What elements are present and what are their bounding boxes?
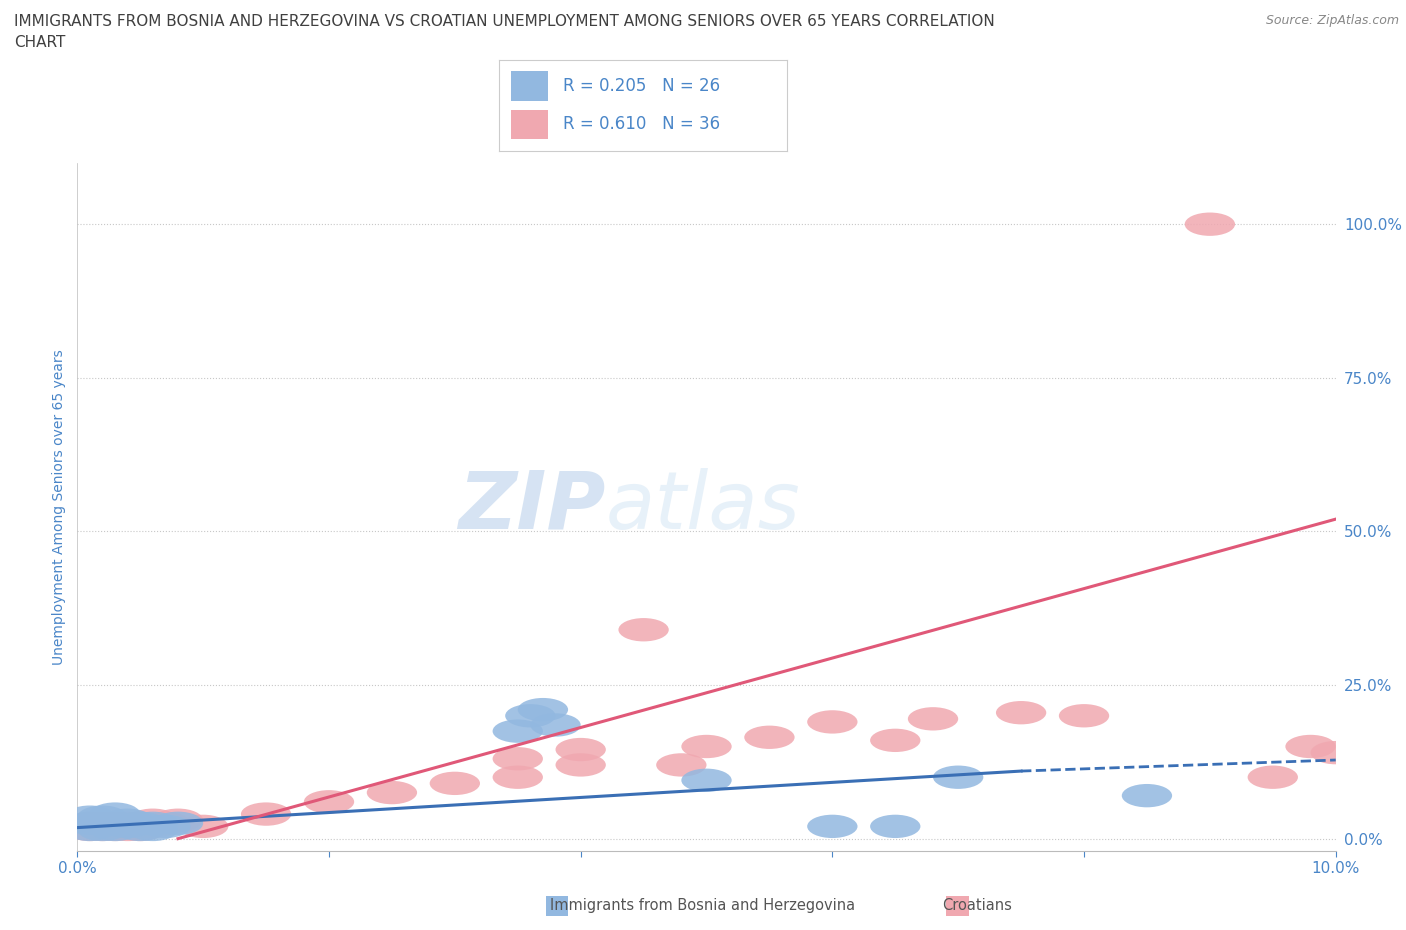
Text: Croatians: Croatians [942,898,1012,913]
Ellipse shape [115,812,166,835]
Text: Immigrants from Bosnia and Herzegovina: Immigrants from Bosnia and Herzegovina [550,898,856,913]
Ellipse shape [103,808,153,832]
Ellipse shape [77,817,128,841]
Ellipse shape [65,805,115,829]
Ellipse shape [153,808,202,832]
Ellipse shape [90,817,141,841]
Ellipse shape [115,817,166,841]
Ellipse shape [65,812,115,835]
Ellipse shape [430,772,479,795]
Y-axis label: Unemployment Among Seniors over 65 years: Unemployment Among Seniors over 65 years [52,349,66,665]
Ellipse shape [505,704,555,727]
Ellipse shape [240,803,291,826]
Text: atlas: atlas [606,468,800,546]
Text: Source: ZipAtlas.com: Source: ZipAtlas.com [1265,14,1399,27]
Ellipse shape [304,790,354,814]
Text: R = 0.205   N = 26: R = 0.205 N = 26 [562,77,720,95]
Ellipse shape [1185,213,1234,236]
Ellipse shape [367,781,418,804]
Ellipse shape [128,815,179,838]
Ellipse shape [492,765,543,789]
Ellipse shape [128,817,179,841]
Ellipse shape [492,747,543,770]
Ellipse shape [657,753,707,777]
Ellipse shape [1310,741,1361,764]
Ellipse shape [682,735,731,758]
Ellipse shape [128,812,179,835]
Ellipse shape [77,812,128,835]
Ellipse shape [492,720,543,743]
Ellipse shape [619,618,669,642]
Ellipse shape [65,812,115,835]
Ellipse shape [65,817,115,841]
Ellipse shape [530,713,581,737]
Ellipse shape [682,768,731,792]
Ellipse shape [807,711,858,734]
Ellipse shape [90,803,141,826]
Ellipse shape [141,812,191,835]
Ellipse shape [103,815,153,838]
Text: R = 0.610   N = 36: R = 0.610 N = 36 [562,115,720,133]
Ellipse shape [934,765,983,789]
Ellipse shape [517,698,568,722]
Ellipse shape [115,812,166,835]
Ellipse shape [1059,704,1109,727]
Ellipse shape [1122,784,1173,807]
Ellipse shape [103,817,153,841]
Ellipse shape [90,817,141,841]
Text: IMMIGRANTS FROM BOSNIA AND HERZEGOVINA VS CROATIAN UNEMPLOYMENT AMONG SENIORS OV: IMMIGRANTS FROM BOSNIA AND HERZEGOVINA V… [14,14,995,29]
Ellipse shape [1285,735,1336,758]
Ellipse shape [179,815,228,838]
Ellipse shape [807,815,858,838]
Ellipse shape [103,812,153,835]
Ellipse shape [1247,765,1298,789]
Ellipse shape [744,725,794,749]
Text: ZIP: ZIP [458,468,606,546]
Ellipse shape [65,817,115,841]
Ellipse shape [908,707,959,731]
Ellipse shape [153,812,202,835]
Ellipse shape [77,817,128,841]
Ellipse shape [870,729,921,752]
Bar [510,110,548,139]
Ellipse shape [870,815,921,838]
Ellipse shape [995,701,1046,724]
Ellipse shape [128,808,179,832]
Ellipse shape [77,812,128,835]
Ellipse shape [555,753,606,777]
Bar [510,72,548,100]
Text: CHART: CHART [14,35,66,50]
Ellipse shape [555,737,606,762]
Ellipse shape [141,815,191,838]
Ellipse shape [90,812,141,835]
Ellipse shape [115,817,166,841]
Ellipse shape [90,812,141,835]
Ellipse shape [77,805,128,829]
